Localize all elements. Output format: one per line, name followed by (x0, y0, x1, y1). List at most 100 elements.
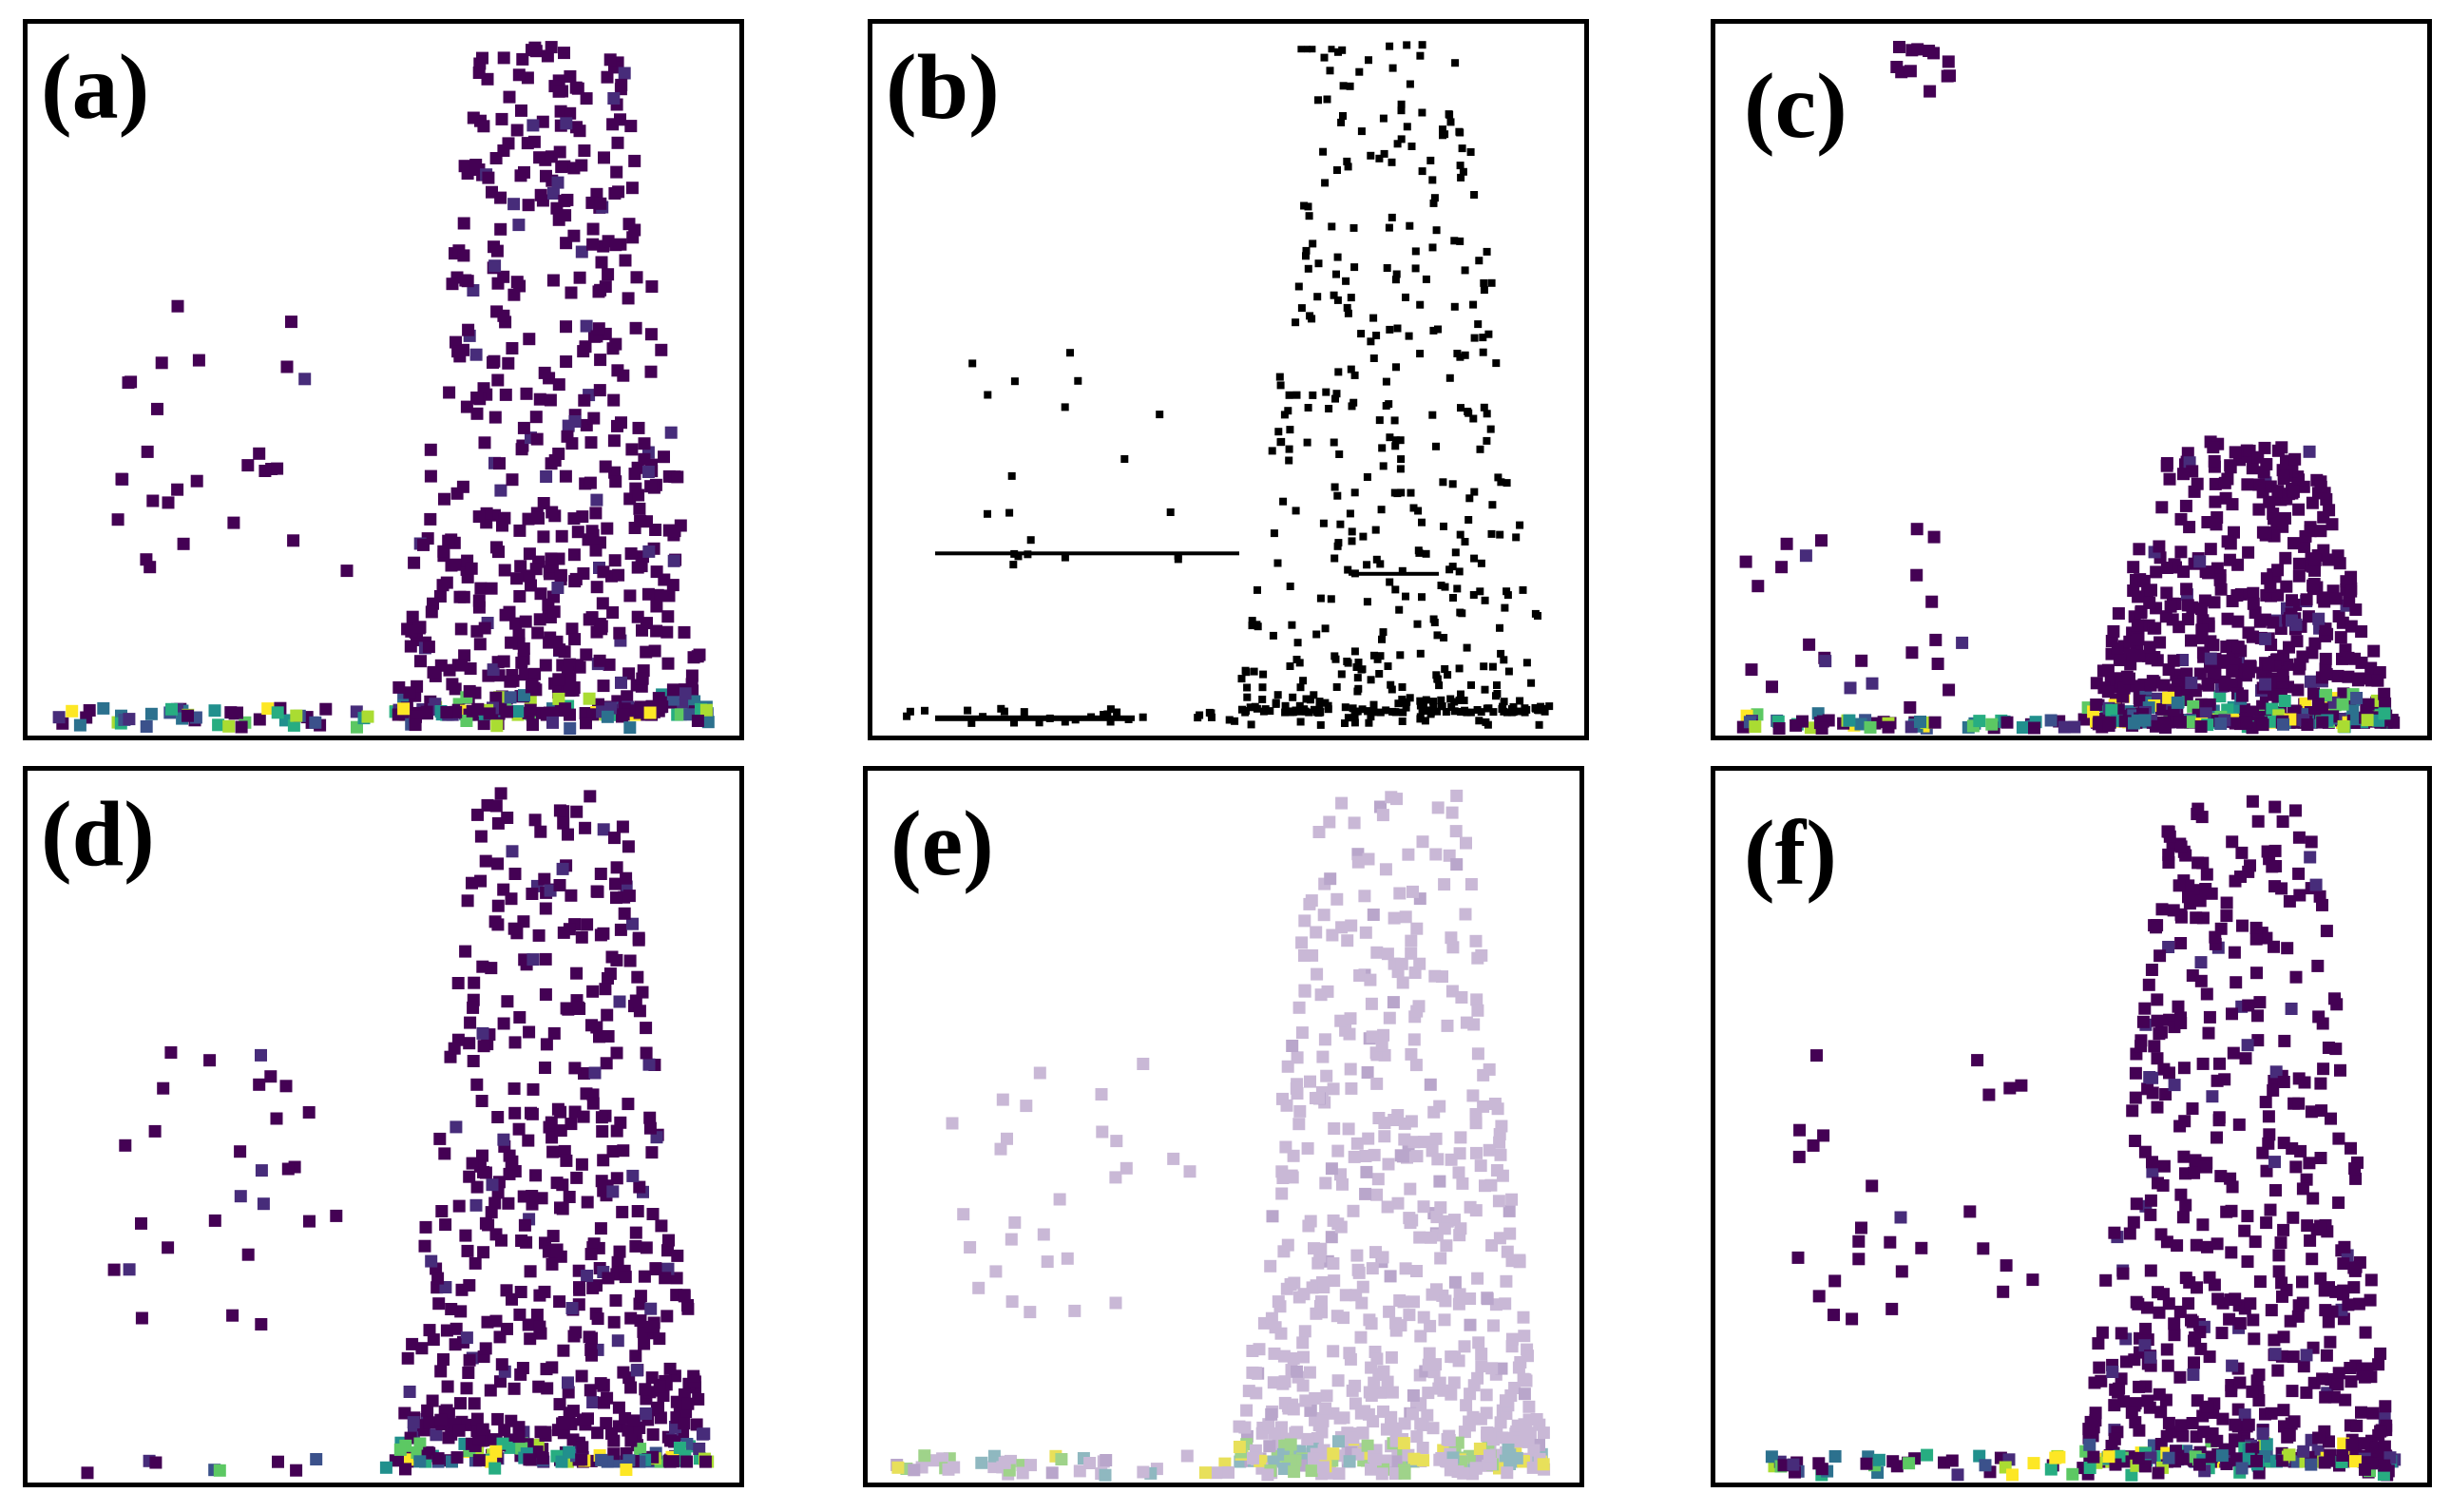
scatter-point (485, 582, 498, 595)
scatter-point (1327, 1082, 1340, 1096)
scatter-point (2226, 664, 2239, 678)
scatter-point (488, 1462, 502, 1475)
scatter-point (2264, 580, 2277, 593)
scatter-point (599, 460, 612, 473)
scatter-point (2298, 540, 2311, 553)
panel-a: (a) (23, 19, 744, 740)
scatter-point (2293, 658, 2306, 671)
scatter-point (2190, 1238, 2203, 1252)
scatter-point (591, 1312, 604, 1326)
scatter-point (1385, 400, 1393, 409)
scatter-point (66, 704, 79, 718)
scatter-point (2287, 485, 2300, 498)
scatter-point (593, 654, 606, 667)
scatter-point (643, 1121, 657, 1135)
scatter-point (643, 706, 657, 719)
scatter-point (2132, 633, 2145, 646)
scatter-point (1378, 635, 1386, 643)
scatter-point (625, 182, 639, 195)
scatter-point (1361, 1066, 1374, 1079)
scatter-point (618, 907, 631, 920)
scatter-point (526, 1107, 539, 1120)
scatter-point (2312, 612, 2326, 625)
scatter-point (936, 1452, 949, 1465)
scatter-point (1526, 1461, 1540, 1474)
scatter-point (2332, 1132, 2345, 1145)
scatter-point (1319, 147, 1328, 156)
scatter-point (559, 469, 572, 483)
scatter-point (1499, 1297, 1512, 1311)
scatter-point (1522, 1349, 1534, 1363)
scatter-point (452, 1424, 466, 1437)
scatter-point (567, 548, 581, 562)
scatter-point (2287, 537, 2300, 550)
scatter-point (571, 82, 584, 95)
scatter-point (1275, 373, 1284, 381)
scatter-point (679, 687, 692, 700)
scatter-point (474, 830, 488, 843)
scatter-point (2125, 1406, 2138, 1419)
scatter-point (2202, 679, 2215, 692)
scatter-point (565, 1302, 579, 1314)
scatter-point (1460, 1399, 1473, 1412)
scatter-point (1973, 715, 1986, 728)
scatter-point (1894, 1211, 1907, 1224)
scatter-point (527, 135, 541, 148)
scatter-point (570, 805, 584, 818)
scatter-point (2093, 1361, 2106, 1374)
scatter-point (1363, 1386, 1376, 1399)
scatter-point (468, 976, 481, 989)
scatter-point (2276, 669, 2289, 682)
scatter-point (610, 1046, 623, 1060)
scatter-point (2207, 441, 2220, 454)
scatter-point (551, 1102, 565, 1116)
scatter-point (445, 1303, 458, 1315)
scatter-point (1405, 332, 1413, 340)
scatter-point (1338, 46, 1347, 54)
scatter-point (1248, 622, 1256, 630)
scatter-point (1305, 212, 1313, 220)
scatter-point (687, 1369, 700, 1383)
scatter-point (1341, 934, 1354, 947)
scatter-point (1362, 1132, 1375, 1145)
scatter-point (2316, 1372, 2329, 1386)
scatter-point (524, 703, 537, 717)
scatter-point (1522, 1413, 1536, 1426)
scatter-point (2259, 1096, 2272, 1109)
scatter-point (1312, 1091, 1325, 1104)
scatter-point (1456, 530, 1464, 539)
scatter-point (567, 1330, 581, 1343)
scatter-point (553, 1295, 566, 1309)
scatter-point (2248, 1332, 2261, 1346)
scatter-point (1828, 1309, 1840, 1322)
scatter-point (1414, 1330, 1427, 1343)
scatter-point (537, 497, 550, 509)
scatter-point (643, 1111, 657, 1124)
scatter-point (1331, 1217, 1345, 1231)
scatter-point (2151, 1101, 2164, 1114)
scatter-point (2251, 1009, 2264, 1023)
scatter-point (1416, 835, 1429, 849)
scatter-point (2252, 478, 2266, 491)
scatter-point (1479, 334, 1487, 342)
scatter-point (947, 1461, 961, 1474)
scatter-point (1120, 455, 1129, 463)
scatter-point (379, 1461, 392, 1474)
scatter-point (629, 1349, 642, 1363)
scatter-point (1407, 488, 1415, 497)
scatter-point (2174, 545, 2188, 559)
scatter-point (1005, 508, 1014, 517)
scatter-point (609, 475, 622, 488)
scatter-point (2133, 1380, 2146, 1393)
scatter-point (455, 659, 469, 672)
scatter-point (1286, 662, 1294, 670)
scatter-point (1344, 565, 1352, 574)
scatter-point (2260, 1216, 2273, 1230)
scatter-point (1367, 1415, 1380, 1428)
scatter-point (592, 322, 605, 335)
scatter-point (2219, 491, 2232, 505)
scatter-point (494, 191, 507, 204)
scatter-point (666, 693, 679, 706)
scatter-point (1299, 1394, 1312, 1407)
scatter-point (389, 1454, 402, 1467)
